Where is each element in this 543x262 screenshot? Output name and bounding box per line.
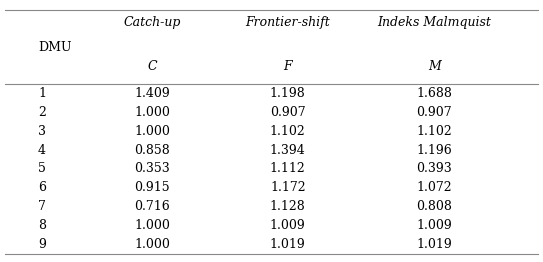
Text: 4: 4 (38, 144, 46, 157)
Text: 6: 6 (38, 181, 46, 194)
Text: 7: 7 (38, 200, 46, 213)
Text: DMU: DMU (38, 41, 72, 54)
Text: 1.172: 1.172 (270, 181, 306, 194)
Text: 1.000: 1.000 (134, 125, 170, 138)
Text: M: M (428, 60, 441, 73)
Text: 3: 3 (38, 125, 46, 138)
Text: 1.394: 1.394 (270, 144, 306, 157)
Text: 1.000: 1.000 (134, 219, 170, 232)
Text: 0.716: 0.716 (134, 200, 170, 213)
Text: 0.808: 0.808 (416, 200, 452, 213)
Text: 9: 9 (38, 238, 46, 251)
Text: 1: 1 (38, 87, 46, 100)
Text: 1.000: 1.000 (134, 106, 170, 119)
Text: F: F (283, 60, 292, 73)
Text: 0.353: 0.353 (134, 162, 170, 176)
Text: 1.000: 1.000 (134, 238, 170, 251)
Text: Catch-up: Catch-up (123, 16, 181, 29)
Text: 1.112: 1.112 (270, 162, 306, 176)
Text: 0.915: 0.915 (134, 181, 170, 194)
Text: 0.907: 0.907 (416, 106, 452, 119)
Text: Indeks Malmquist: Indeks Malmquist (377, 16, 491, 29)
Text: 2: 2 (38, 106, 46, 119)
Text: 1.019: 1.019 (270, 238, 306, 251)
Text: 1.196: 1.196 (416, 144, 452, 157)
Text: 1.019: 1.019 (416, 238, 452, 251)
Text: 0.858: 0.858 (134, 144, 170, 157)
Text: 1.688: 1.688 (416, 87, 452, 100)
Text: 1.409: 1.409 (134, 87, 170, 100)
Text: Frontier-shift: Frontier-shift (245, 16, 330, 29)
Text: 1.072: 1.072 (416, 181, 452, 194)
Text: 1.198: 1.198 (270, 87, 306, 100)
Text: 1.102: 1.102 (270, 125, 306, 138)
Text: 0.907: 0.907 (270, 106, 306, 119)
Text: 1.102: 1.102 (416, 125, 452, 138)
Text: C: C (147, 60, 157, 73)
Text: 8: 8 (38, 219, 46, 232)
Text: 5: 5 (38, 162, 46, 176)
Text: 0.393: 0.393 (416, 162, 452, 176)
Text: 1.128: 1.128 (270, 200, 306, 213)
Text: 1.009: 1.009 (270, 219, 306, 232)
Text: 1.009: 1.009 (416, 219, 452, 232)
